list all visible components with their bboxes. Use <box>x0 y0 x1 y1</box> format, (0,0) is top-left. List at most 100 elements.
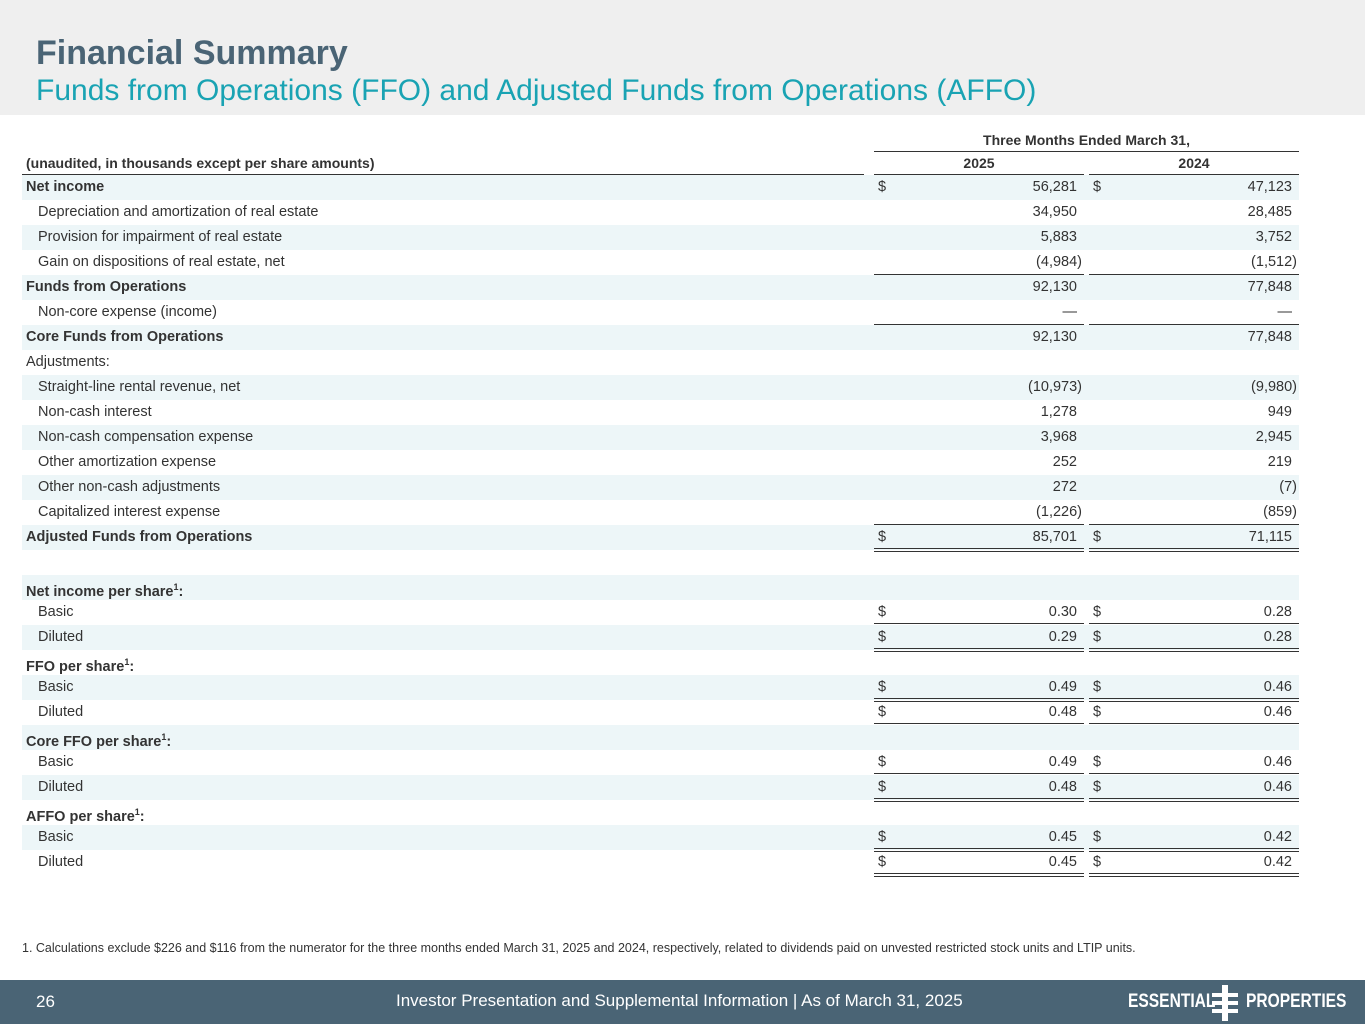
currency: $ <box>878 529 887 545</box>
rule <box>874 274 1084 275</box>
value: 0.28 <box>1263 604 1292 620</box>
row-stripe <box>22 425 1299 450</box>
logo-text: PROPERTIES <box>1246 991 1347 1012</box>
rule <box>874 524 1084 525</box>
row-label: Diluted <box>38 625 83 650</box>
row-label: Basic <box>38 825 73 850</box>
currency: $ <box>878 829 887 845</box>
table: Three Months Ended March 31, (unaudited, … <box>22 132 1299 877</box>
value: 949 <box>1267 404 1292 420</box>
label-text: Non-cash interest <box>38 404 152 420</box>
row-label: Other non-cash adjustments <box>38 475 220 500</box>
value: 47,123 <box>1247 179 1292 195</box>
period-header: Three Months Ended March 31, <box>983 132 1190 148</box>
value: 28,485 <box>1247 204 1292 220</box>
value: 0.30 <box>1048 604 1077 620</box>
logo-icon <box>1212 985 1238 1021</box>
value: 0.49 <box>1048 679 1077 695</box>
row-stripe <box>22 525 1299 550</box>
label-text: Capitalized interest expense <box>38 504 221 520</box>
value: — <box>1062 304 1078 320</box>
value: 3,752 <box>1255 229 1292 245</box>
currency: $ <box>878 779 887 795</box>
row-label: Provision for impairment of real estate <box>38 225 282 250</box>
rule <box>1089 698 1299 702</box>
row-label: Basic <box>38 600 73 625</box>
rule <box>1089 174 1299 175</box>
label-text: FFO per share <box>26 658 125 675</box>
value: 0.29 <box>1048 629 1077 645</box>
value: 92,130 <box>1032 329 1077 345</box>
currency: $ <box>1093 604 1102 620</box>
row-stripe <box>22 375 1299 400</box>
header-band <box>0 0 1365 115</box>
currency: $ <box>1093 779 1102 795</box>
value: 0.46 <box>1263 679 1292 695</box>
row-label: Depreciation and amortization of real es… <box>38 200 319 225</box>
label-end: : <box>129 658 135 675</box>
rule <box>1089 274 1299 275</box>
value: 0.45 <box>1048 854 1077 870</box>
value: 0.45 <box>1048 829 1077 845</box>
rule <box>1089 648 1299 652</box>
rule <box>1089 524 1299 525</box>
value: 0.42 <box>1263 854 1292 870</box>
label-text: Diluted <box>38 779 84 795</box>
footnote: 1. Calculations exclude $226 and $116 fr… <box>22 941 1136 955</box>
row-label: Net income <box>26 175 104 200</box>
label-text: Core Funds from Operations <box>26 329 224 345</box>
page-number: 26 <box>36 992 55 1011</box>
row-label: Other amortization expense <box>38 450 216 475</box>
value: 0.49 <box>1048 754 1077 770</box>
value: 71,115 <box>1248 529 1292 545</box>
label-text: Depreciation and amortization of real es… <box>38 204 319 220</box>
row-label: Funds from Operations <box>26 275 186 300</box>
currency: $ <box>878 704 887 720</box>
value: 85,701 <box>1032 529 1077 545</box>
value: (1,226) <box>1036 504 1082 520</box>
currency: $ <box>1093 529 1102 545</box>
row-stripe <box>22 625 1299 650</box>
value: (7) <box>1279 479 1297 495</box>
value: 272 <box>1052 479 1077 495</box>
row-stripe <box>22 825 1299 850</box>
rule <box>874 324 1084 325</box>
rule <box>874 798 1084 802</box>
label-end: : <box>178 583 184 600</box>
row-label: Adjusted Funds from Operations <box>26 525 252 550</box>
row-label: Straight-line rental revenue, net <box>38 375 240 400</box>
currency: $ <box>878 604 887 620</box>
row-stripe <box>22 225 1299 250</box>
value: 0.48 <box>1048 779 1077 795</box>
logo-text: ESSENTIAL <box>1128 991 1216 1012</box>
row-label: Adjustments: <box>26 350 110 375</box>
rule <box>1089 848 1299 852</box>
rule <box>1089 324 1299 325</box>
currency: $ <box>878 854 887 870</box>
value: 92,130 <box>1032 279 1077 295</box>
value: 0.48 <box>1048 704 1077 720</box>
label-text: Net income <box>26 179 105 195</box>
value: (1,512) <box>1251 254 1297 270</box>
value: 77,848 <box>1247 279 1292 295</box>
label-text: Basic <box>38 754 74 770</box>
rule <box>874 174 1084 175</box>
currency: $ <box>878 754 887 770</box>
currency: $ <box>1093 629 1102 645</box>
label-text: Basic <box>38 679 74 695</box>
row-stripe <box>22 725 1299 750</box>
row-stripe <box>22 175 1299 200</box>
label-text: Other amortization expense <box>38 454 217 470</box>
row-label: Non-cash compensation expense <box>38 425 253 450</box>
row-label: Capitalized interest expense <box>38 500 220 525</box>
value: (859) <box>1263 504 1297 520</box>
row-label: Diluted <box>38 700 83 725</box>
label-text: Gain on dispositions of real estate, net <box>38 254 285 270</box>
footnote-ref: 1 <box>134 807 140 817</box>
value: 77,848 <box>1247 329 1292 345</box>
value: 0.46 <box>1263 754 1292 770</box>
currency: $ <box>878 629 887 645</box>
title: Financial Summary <box>36 34 348 72</box>
row-label: Gain on dispositions of real estate, net <box>38 250 285 275</box>
